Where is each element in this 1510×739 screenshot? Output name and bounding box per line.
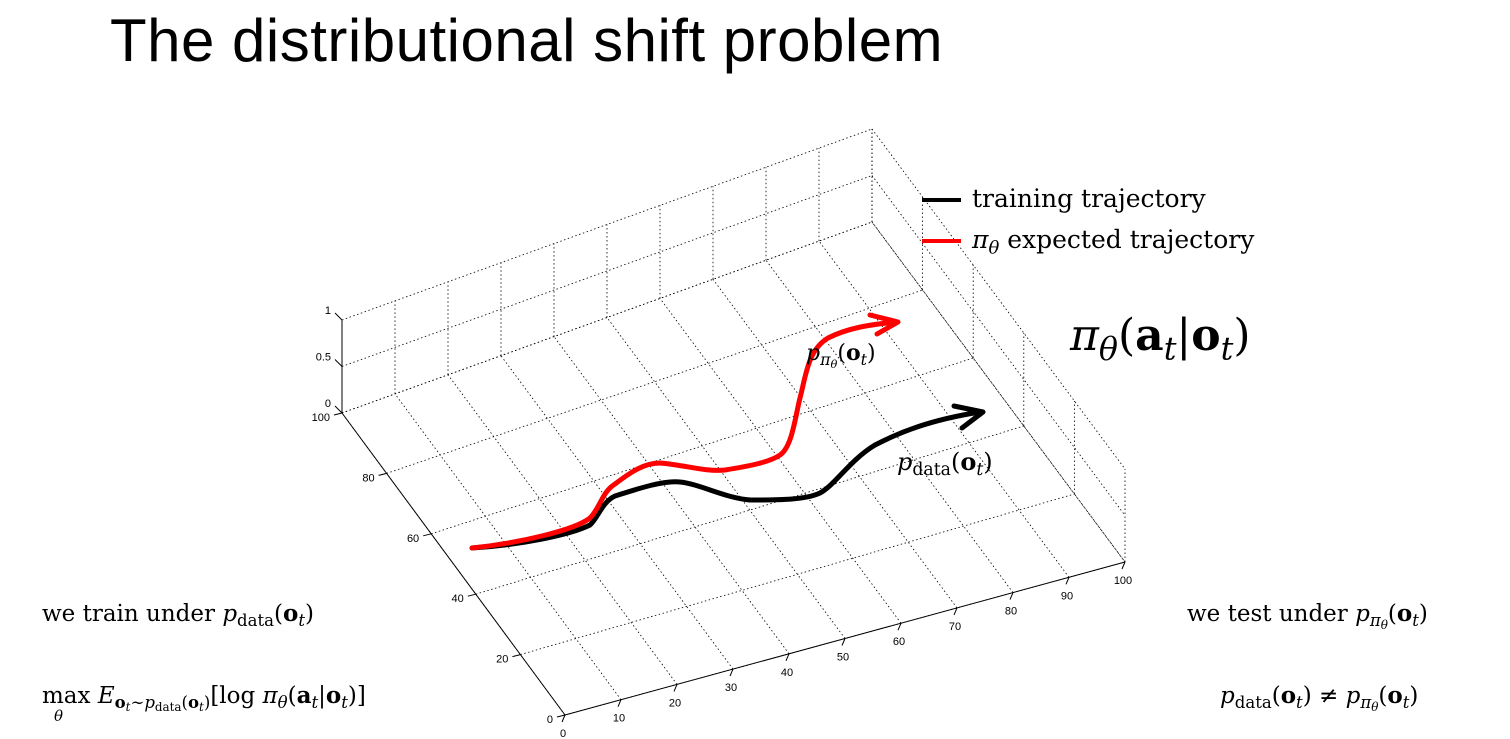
x-tick-label: 80 <box>1005 606 1017 618</box>
policy-formula: πθ(at|ot) <box>1070 310 1251 368</box>
x-tick-label: 0 <box>560 728 566 739</box>
x-tick-label: 50 <box>837 652 849 664</box>
slide-title: The distributional shift problem <box>110 7 944 74</box>
legend-label-training: training trajectory <box>972 184 1206 213</box>
y-tick-label: 80 <box>362 472 374 484</box>
x-tick-label: 60 <box>893 636 905 648</box>
z-tick-label: 0.5 <box>316 352 331 364</box>
test-under-text: we test under pπθ(ot) <box>1187 600 1428 632</box>
train-under-text: we train under pdata(ot) <box>42 600 314 630</box>
z-tick-label: 1 <box>325 305 331 317</box>
z-tick-label: 0 <box>325 398 331 410</box>
p-pi-label: pπθ(ot) <box>806 340 876 371</box>
y-tick-label: 20 <box>496 654 508 666</box>
x-tick-label: 10 <box>613 713 625 725</box>
plot-grid <box>333 128 1126 723</box>
legend-label-policy: πθ expected trajectory <box>972 225 1255 259</box>
axis-ticks: 0 10 20 30 40 50 60 70 80 90 100 100 80 60 40 20 0 1 0.5 0 <box>312 305 1133 739</box>
training-trajectory-arrowhead <box>951 403 986 431</box>
policy-trajectory-curve <box>469 319 898 551</box>
inequality-formula: pdata(ot) ≠ pπθ(ot) <box>1220 682 1419 714</box>
y-tick-label: 40 <box>452 593 464 605</box>
x-tick-label: 40 <box>781 667 793 679</box>
y-tick-label: 60 <box>407 533 419 545</box>
x-tick-label: 70 <box>949 621 961 633</box>
x-tick-label: 30 <box>725 682 737 694</box>
y-tick-label: 100 <box>312 412 330 424</box>
objective-formula: max θ Eot∼pdata(ot)[log πθ(at|ot)] <box>42 682 366 725</box>
x-tick-label: 100 <box>1114 575 1132 587</box>
x-tick-label: 90 <box>1061 590 1073 602</box>
policy-trajectory-arrowhead <box>867 312 901 337</box>
training-trajectory-curve <box>469 409 983 551</box>
y-tick-label: 0 <box>547 714 553 726</box>
x-tick-label: 20 <box>669 697 681 709</box>
p-data-label: pdata(ot) <box>897 447 993 481</box>
